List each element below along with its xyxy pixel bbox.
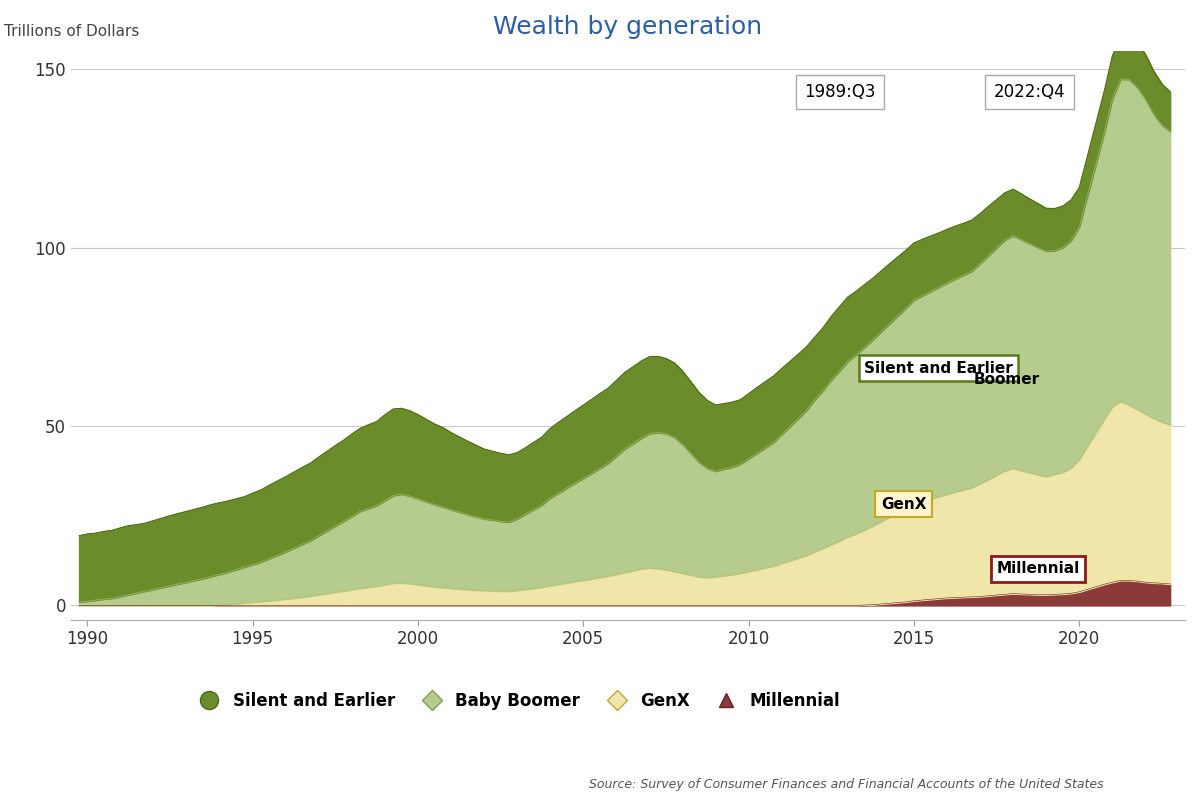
Text: Trillions of Dollars: Trillions of Dollars [4,24,139,39]
Text: Millennial: Millennial [996,562,1080,576]
Text: Silent and Earlier: Silent and Earlier [864,361,1013,376]
Text: 1989:Q3: 1989:Q3 [804,83,876,101]
Text: GenX: GenX [881,497,926,512]
Text: Boomer: Boomer [973,373,1039,387]
Text: Source: Survey of Consumer Finances and Financial Accounts of the United States: Source: Survey of Consumer Finances and … [589,778,1104,791]
Title: Wealth by generation: Wealth by generation [493,15,762,39]
Text: 2022:Q4: 2022:Q4 [994,83,1066,101]
Legend: Silent and Earlier, Baby Boomer, GenX, Millennial: Silent and Earlier, Baby Boomer, GenX, M… [186,685,847,716]
